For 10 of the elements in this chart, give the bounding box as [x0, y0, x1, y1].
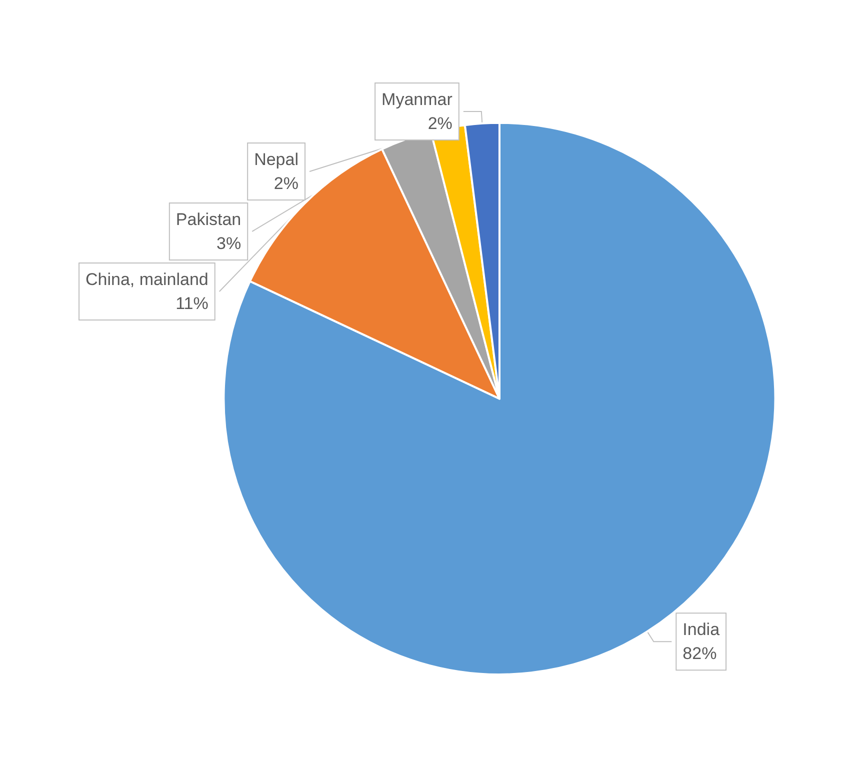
- slice-label: Nepal: [254, 150, 298, 169]
- slice-label: China, mainland: [86, 270, 208, 289]
- data-label: 11%: [176, 294, 208, 313]
- data-label: 2%: [274, 174, 298, 193]
- data-label: 2%: [428, 114, 452, 133]
- data-label: 82%: [682, 644, 717, 664]
- slice-label: India: [682, 620, 720, 640]
- slice-label: Pakistan: [176, 210, 242, 229]
- slice-label: Myanmar: [382, 90, 453, 109]
- data-label: 3%: [216, 234, 242, 253]
